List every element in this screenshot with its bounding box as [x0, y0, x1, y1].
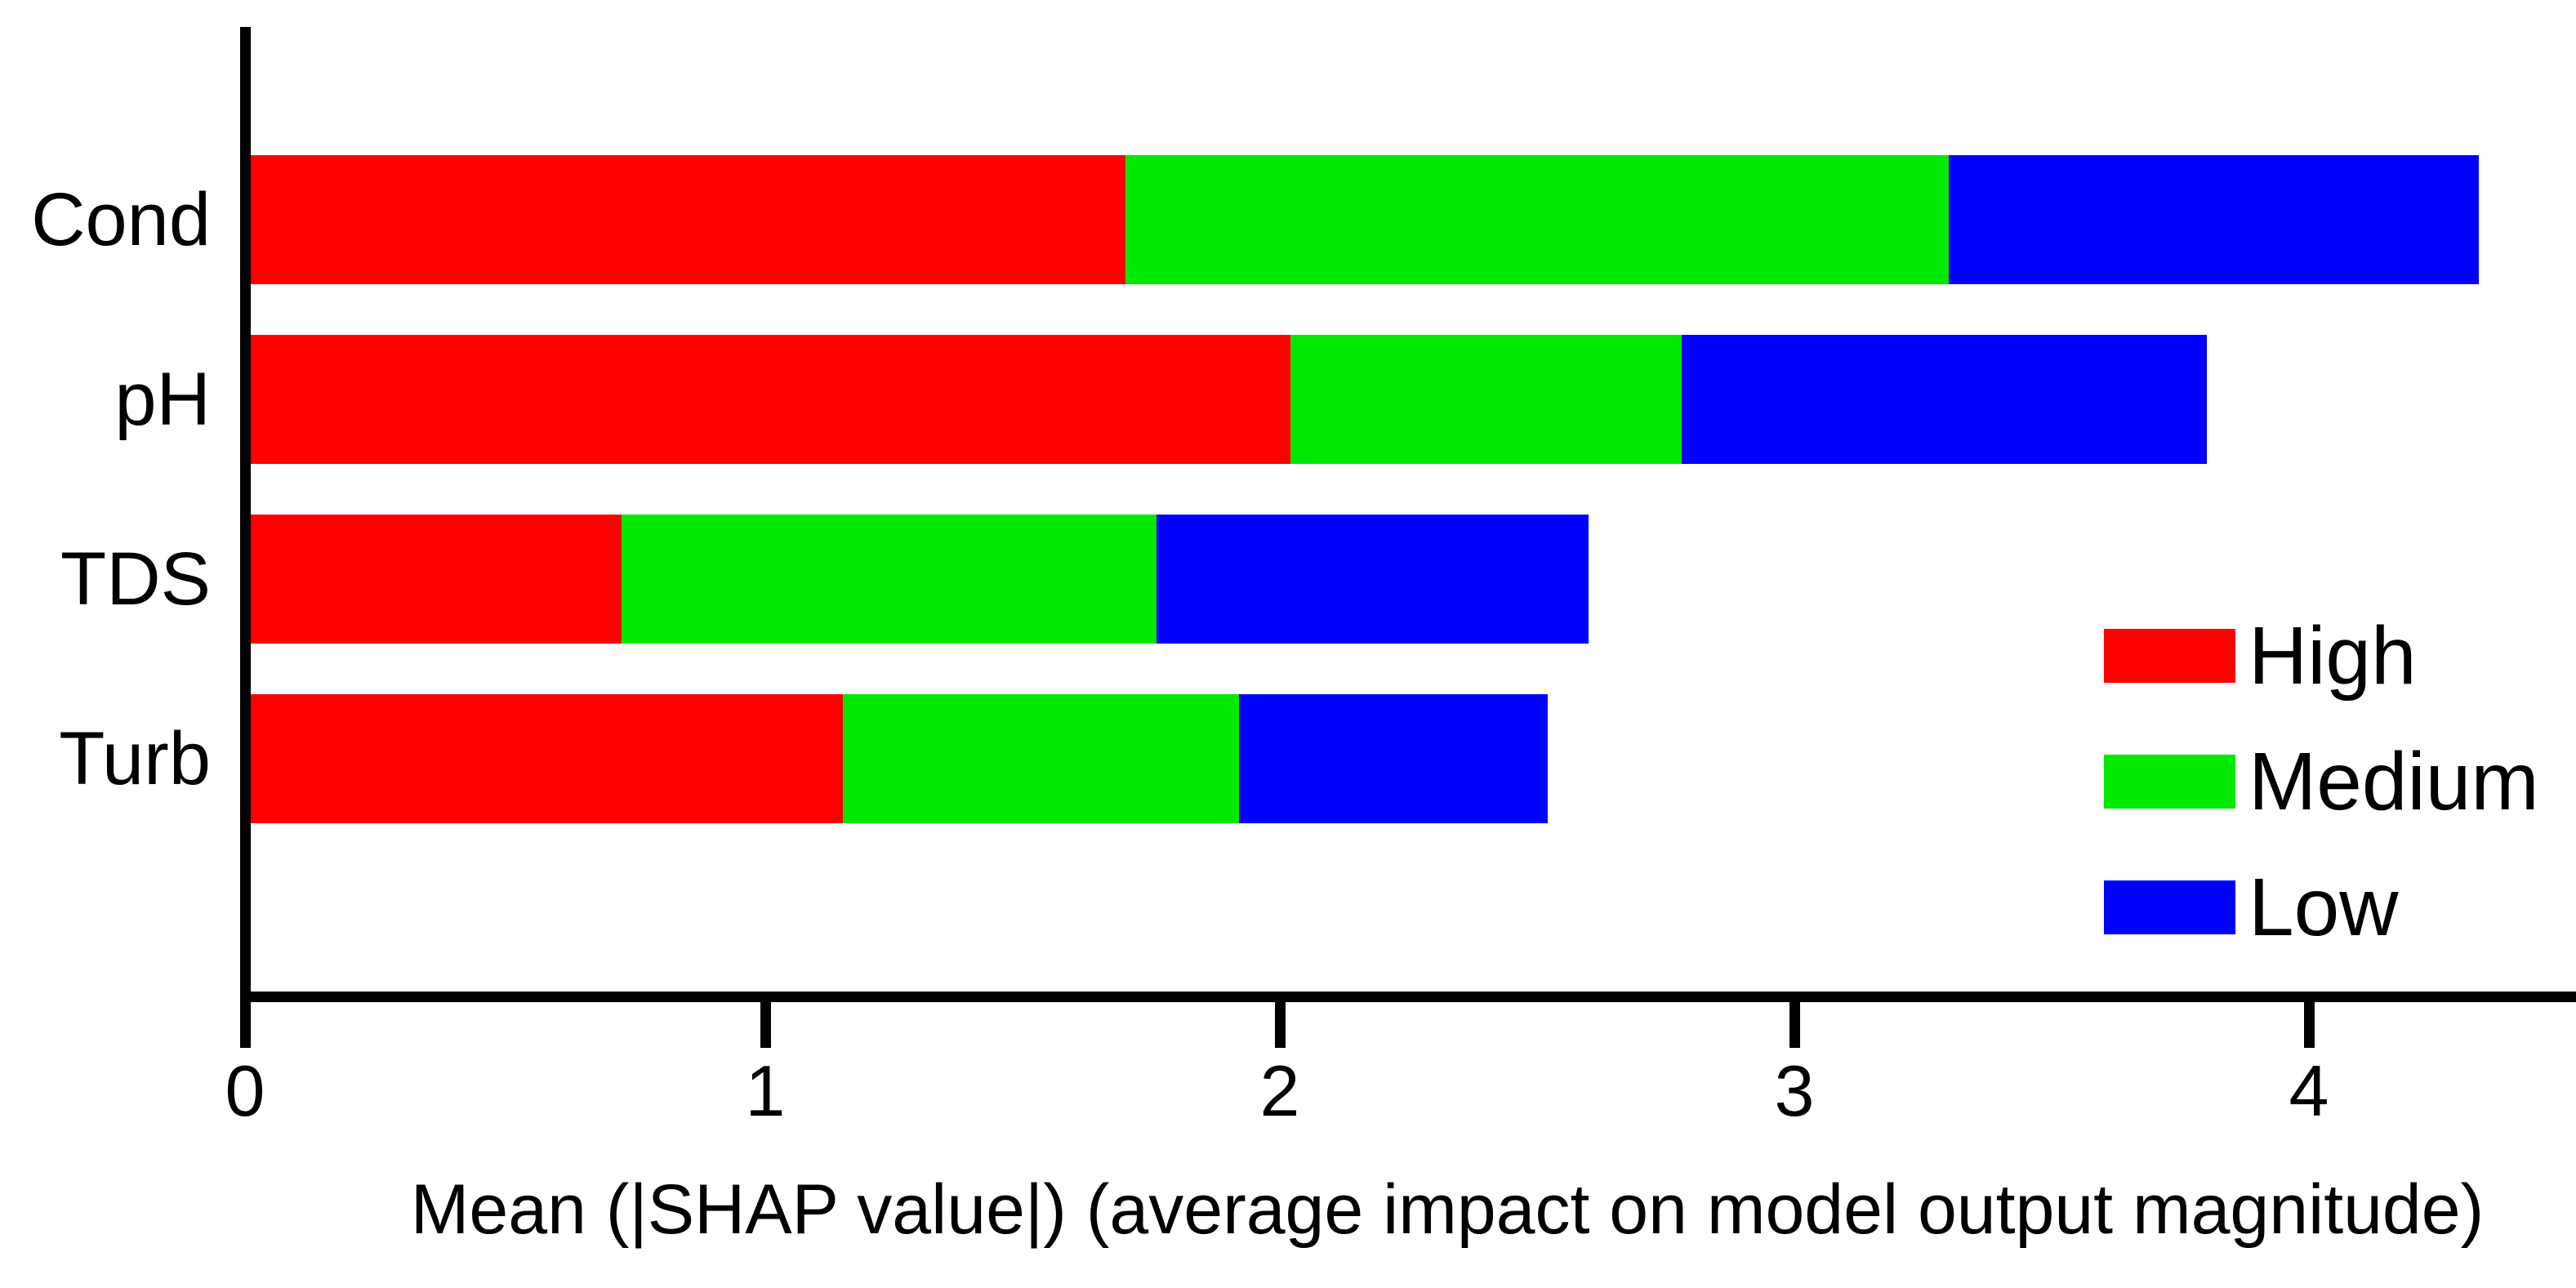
- x-tick-2: [1275, 1002, 1286, 1048]
- x-tick-label-0: 0: [225, 1050, 265, 1131]
- x-tick-label-1: 1: [745, 1050, 786, 1131]
- bar-segment-cond-medium: [1125, 155, 1949, 284]
- bar-segment-ph-medium: [1290, 335, 1682, 464]
- x-axis-line: [240, 992, 2576, 1002]
- legend-label-low: Low: [2248, 862, 2399, 953]
- bar-turb: [251, 694, 1548, 823]
- bar-cond: [251, 155, 2479, 284]
- x-tick-label-3: 3: [1774, 1050, 1815, 1131]
- x-axis-title: Mean (|SHAP value|) (average impact on m…: [410, 1170, 2485, 1249]
- y-tick-label-cond: Cond: [31, 178, 211, 261]
- legend-item-medium: Medium: [2104, 737, 2539, 827]
- bar-segment-tds-medium: [622, 515, 1157, 644]
- legend: High Medium Low: [2104, 611, 2539, 988]
- legend-item-high: High: [2104, 611, 2539, 701]
- x-tick-4: [2304, 1002, 2315, 1048]
- legend-swatch-high: [2104, 629, 2235, 683]
- bar-segment-tds-low: [1157, 515, 1589, 644]
- bar-segment-cond-low: [1949, 155, 2479, 284]
- y-axis-line: [240, 27, 251, 1048]
- bar-segment-tds-high: [251, 515, 622, 644]
- bar-segment-turb-high: [251, 694, 843, 823]
- bar-segment-ph-low: [1682, 335, 2207, 464]
- bar-segment-turb-medium: [843, 694, 1239, 823]
- y-tick-label-turb: Turb: [59, 717, 211, 800]
- x-tick-label-2: 2: [1259, 1050, 1300, 1131]
- bar-tds: [251, 515, 1589, 644]
- bar-segment-cond-high: [251, 155, 1125, 284]
- legend-swatch-low: [2104, 880, 2235, 934]
- legend-label-high: High: [2248, 610, 2417, 702]
- y-tick-label-ph: pH: [114, 358, 211, 441]
- x-tick-1: [760, 1002, 771, 1048]
- legend-label-medium: Medium: [2248, 736, 2539, 827]
- legend-swatch-medium: [2104, 755, 2235, 809]
- bar-segment-turb-low: [1239, 694, 1548, 823]
- legend-item-low: Low: [2104, 862, 2539, 952]
- bar-ph: [251, 335, 2207, 464]
- x-tick-3: [1789, 1002, 1800, 1048]
- x-tick-label-4: 4: [2289, 1050, 2329, 1131]
- y-tick-label-tds: TDS: [60, 537, 211, 621]
- bar-segment-ph-high: [251, 335, 1290, 464]
